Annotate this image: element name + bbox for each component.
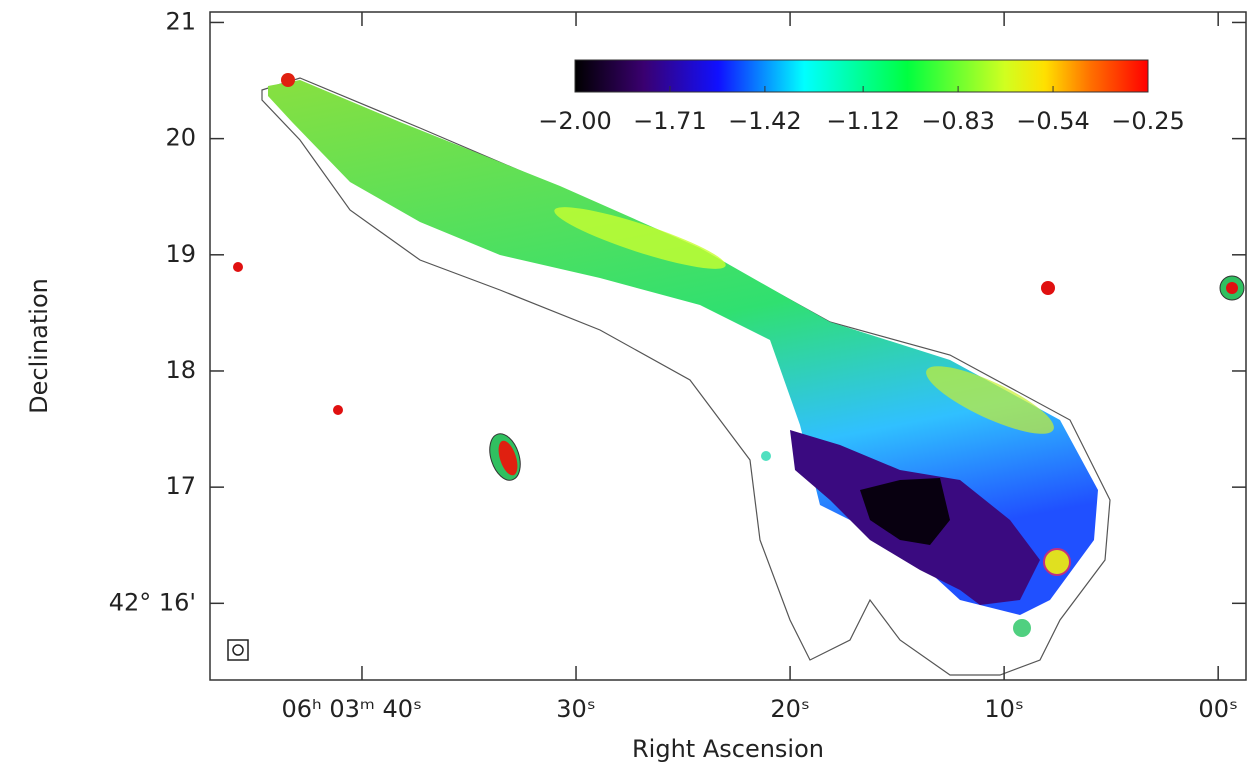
spectral-map — [227, 73, 1245, 676]
warm-ridge — [926, 366, 1054, 434]
source — [333, 405, 343, 415]
y-tick-label: 20 — [165, 124, 196, 152]
beam-box — [227, 639, 249, 661]
colorbar-tick-label: −0.83 — [921, 107, 995, 135]
source — [1013, 619, 1031, 637]
colorbar-tick-label: −2.00 — [538, 107, 612, 135]
source — [1043, 548, 1071, 576]
steep-core — [860, 478, 950, 545]
x-tick-label: 20ˢ — [770, 695, 810, 723]
beam — [232, 644, 244, 656]
source — [233, 262, 243, 272]
y-tick-label: 19 — [165, 240, 196, 268]
colorbar — [574, 59, 1149, 93]
x-axis-label: Right Ascension — [632, 735, 824, 763]
y-tick-label: 21 — [165, 7, 196, 35]
colorbar-tick-label: −1.71 — [633, 107, 707, 135]
source — [761, 451, 771, 461]
colorbar-tick-label: −0.54 — [1016, 107, 1090, 135]
x-tick-label: 10ˢ — [984, 695, 1024, 723]
y-tick-label: 17 — [165, 472, 196, 500]
y-tick-label: 18 — [165, 356, 196, 384]
y-tick-label: 42° 16' — [109, 588, 196, 616]
warm-ridge — [554, 207, 726, 269]
x-tick-label: 00ˢ — [1198, 695, 1238, 723]
x-tick-label: 06ʰ 03ᵐ 40ˢ — [281, 695, 421, 723]
colorbar-tick-label: −1.12 — [826, 107, 900, 135]
source — [1226, 282, 1238, 294]
source — [498, 440, 518, 476]
x-tick-label: 30ˢ — [556, 695, 596, 723]
plot-frame — [209, 11, 1247, 681]
y-axis-label: Declination — [25, 278, 53, 414]
source — [281, 73, 295, 87]
source — [1041, 281, 1055, 295]
colorbar-tick-label: −1.42 — [728, 107, 802, 135]
colorbar-tick-label: −0.25 — [1111, 107, 1185, 135]
